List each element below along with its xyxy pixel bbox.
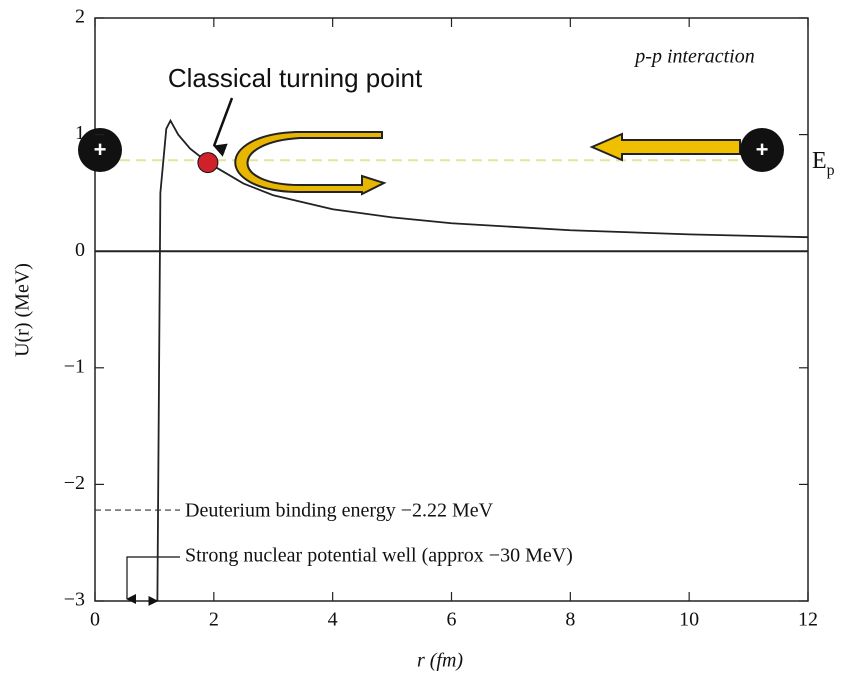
- incoming-arrow: [589, 132, 741, 162]
- well-label: Strong nuclear potential well (approx −3…: [185, 545, 573, 567]
- x-tick-label: 10: [679, 609, 699, 631]
- x-tick-label: 6: [447, 609, 457, 631]
- y-tick-label: −2: [64, 472, 85, 494]
- y-tick-label: 0: [75, 239, 85, 261]
- bounce-arrow: [234, 131, 387, 196]
- x-tick-label: 0: [90, 609, 100, 631]
- energy-label-sub: p: [827, 162, 835, 179]
- y-tick-label: 2: [75, 6, 85, 28]
- y-axis-label: U(r) (MeV): [12, 263, 34, 357]
- energy-label: Ep: [812, 148, 835, 179]
- y-tick-label: −1: [64, 355, 85, 377]
- proton-symbol: +: [94, 137, 107, 162]
- interaction-label: p-p interaction: [633, 46, 754, 68]
- turning-arrow: [212, 97, 234, 157]
- x-tick-label: 2: [209, 609, 219, 631]
- x-tick-label: 12: [798, 609, 818, 631]
- turning-point: [197, 152, 219, 174]
- y-tick-label: 1: [75, 122, 85, 144]
- x-tick-label: 4: [328, 609, 338, 631]
- proton-symbol: +: [756, 137, 769, 162]
- energy-label-main: E: [812, 148, 827, 174]
- proton: [740, 128, 784, 172]
- y-tick-label: −3: [64, 589, 85, 611]
- x-tick-label: 8: [565, 609, 575, 631]
- binding-label: Deuterium binding energy −2.22 MeV: [185, 500, 494, 522]
- potential-curve: [148, 118, 809, 606]
- proton: [78, 128, 122, 172]
- well-arrow: [126, 556, 180, 604]
- turning-label: Classical turning point: [168, 63, 423, 93]
- x-axis-label: r (fm): [417, 650, 463, 672]
